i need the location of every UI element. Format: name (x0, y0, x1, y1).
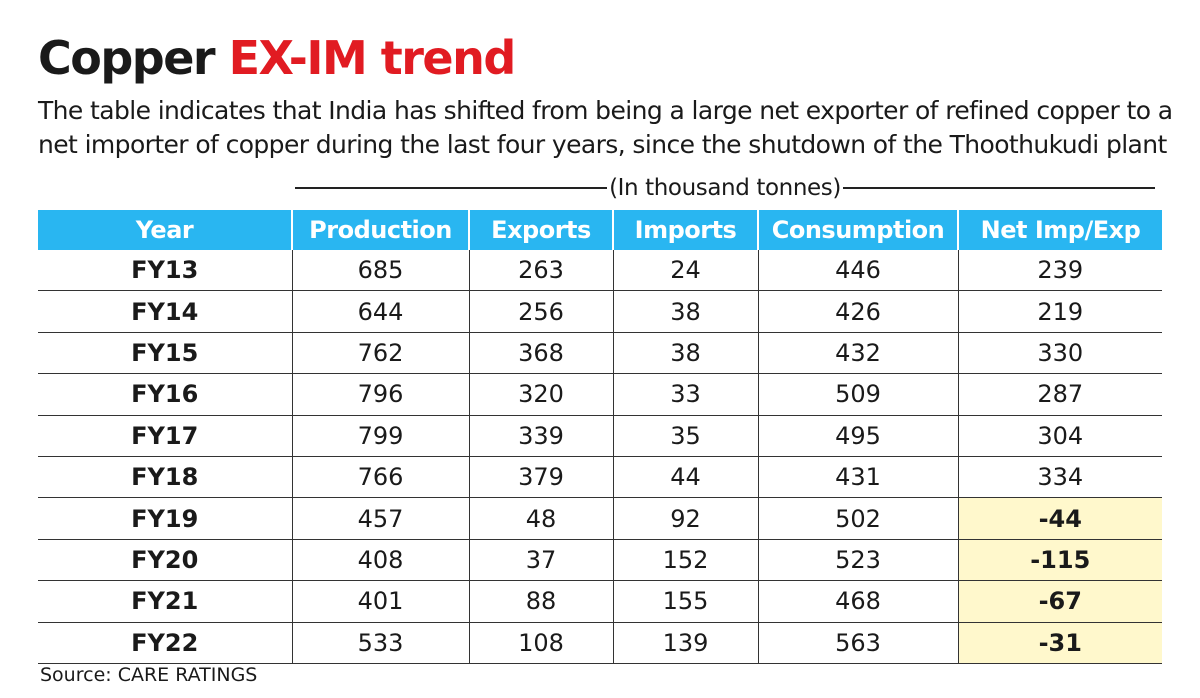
value-cell: 38 (612, 290, 758, 333)
value-cell: 401 (291, 580, 469, 623)
year-cell: FY21 (38, 580, 292, 623)
table-row: FY17 799 339 35 495 304 (38, 415, 1162, 457)
value-cell: 563 (757, 622, 958, 664)
value-cell: 304 (957, 415, 1162, 457)
value-cell: 432 (757, 332, 958, 375)
table-row: FY19 457 48 92 502 -44 (38, 497, 1162, 540)
value-cell: 766 (291, 456, 469, 499)
value-cell: 446 (757, 250, 958, 292)
value-cell: 339 (468, 415, 613, 457)
value-cell: 152 (612, 539, 758, 582)
value-cell: -44 (957, 497, 1162, 540)
value-cell: 155 (612, 580, 758, 623)
year-cell: FY13 (38, 250, 292, 292)
value-cell: 33 (612, 373, 758, 416)
data-table: Year Production Exports Imports Consumption N… (38, 210, 1162, 664)
unit-rule-right (842, 187, 1155, 189)
unit-note-row: (In thousand tonnes) (295, 174, 1155, 202)
year-cell: FY22 (38, 622, 292, 664)
table-body: FY13 685 263 24 446 239 FY14 644 256 38 426 219 FY15… (38, 250, 1162, 664)
table-row: FY16 796 320 33 509 287 (38, 373, 1162, 416)
value-cell: 685 (291, 250, 469, 292)
value-cell: 502 (757, 497, 958, 540)
year-cell: FY20 (38, 539, 292, 582)
value-cell: -67 (957, 580, 1162, 623)
table-row: FY14 644 256 38 426 219 (38, 290, 1162, 333)
value-cell: 523 (757, 539, 958, 582)
value-cell: 38 (612, 332, 758, 375)
value-cell: 88 (468, 580, 613, 623)
value-cell: 330 (957, 332, 1162, 375)
column-header: Year (38, 210, 292, 250)
table-row: FY18 766 379 44 431 334 (38, 456, 1162, 499)
value-cell: 35 (612, 415, 758, 457)
table-row: FY22 533 108 139 563 -31 (38, 622, 1162, 664)
value-cell: 379 (468, 456, 613, 499)
year-cell: FY17 (38, 415, 292, 457)
value-cell: 495 (757, 415, 958, 457)
value-cell: 44 (612, 456, 758, 499)
table-row: FY21 401 88 155 468 -67 (38, 580, 1162, 623)
year-cell: FY16 (38, 373, 292, 416)
value-cell: -115 (957, 539, 1162, 582)
title-part-2: EX-IM trend (228, 31, 517, 85)
value-cell: 24 (612, 250, 758, 292)
column-header: Net Imp/Exp (957, 210, 1162, 250)
value-cell: 799 (291, 415, 469, 457)
value-cell: 108 (468, 622, 613, 664)
value-cell: 644 (291, 290, 469, 333)
value-cell: 334 (957, 456, 1162, 499)
value-cell: 239 (957, 250, 1162, 292)
year-cell: FY19 (38, 497, 292, 540)
value-cell: 509 (757, 373, 958, 416)
value-cell: 139 (612, 622, 758, 664)
value-cell: 468 (757, 580, 958, 623)
value-cell: 37 (468, 539, 613, 582)
value-cell: 48 (468, 497, 613, 540)
value-cell: 92 (612, 497, 758, 540)
table-row: FY15 762 368 38 432 330 (38, 332, 1162, 375)
chart-title: Copper EX-IM trend (38, 28, 517, 88)
table-header-row: Year Production Exports Imports Consumption N… (38, 210, 1162, 250)
chart-subtitle: The table indicates that India has shift… (38, 96, 1173, 159)
value-cell: 408 (291, 539, 469, 582)
column-header: Consumption (757, 210, 958, 250)
value-cell: 256 (468, 290, 613, 333)
table-row: FY13 685 263 24 446 239 (38, 250, 1162, 292)
unit-rule-left (295, 187, 608, 189)
value-cell: 368 (468, 332, 613, 375)
year-cell: FY15 (38, 332, 292, 375)
table-row: FY20 408 37 152 523 -115 (38, 539, 1162, 582)
value-cell: -31 (957, 622, 1162, 664)
unit-note: (In thousand tonnes) (609, 175, 841, 201)
column-header: Production (291, 210, 469, 250)
value-cell: 533 (291, 622, 469, 664)
value-cell: 457 (291, 497, 469, 540)
title-part-1: Copper (38, 31, 216, 85)
source-note: Source: CARE RATINGS (40, 664, 258, 686)
year-cell: FY14 (38, 290, 292, 333)
value-cell: 287 (957, 373, 1162, 416)
value-cell: 320 (468, 373, 613, 416)
value-cell: 796 (291, 373, 469, 416)
year-cell: FY18 (38, 456, 292, 499)
column-header: Imports (612, 210, 758, 250)
value-cell: 219 (957, 290, 1162, 333)
value-cell: 263 (468, 250, 613, 292)
value-cell: 762 (291, 332, 469, 375)
column-header: Exports (468, 210, 613, 250)
value-cell: 431 (757, 456, 958, 499)
value-cell: 426 (757, 290, 958, 333)
